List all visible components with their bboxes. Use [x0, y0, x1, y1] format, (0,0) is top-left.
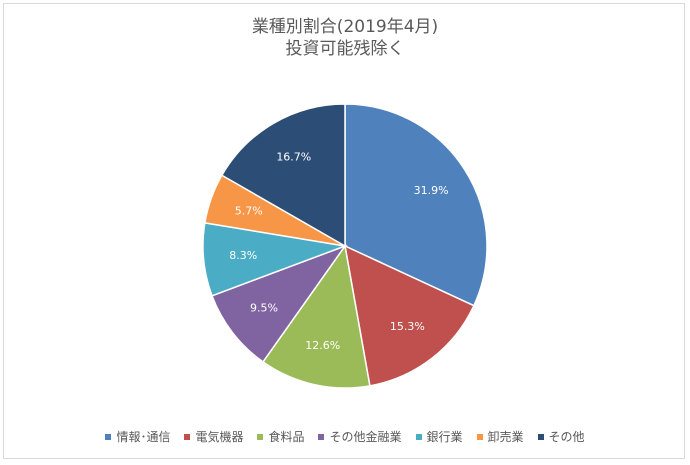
legend-item: 情報･通信 [105, 428, 170, 445]
chart-legend: 情報･通信 電気機器 食料品 その他金融業 銀行業 卸売業 その他 [0, 428, 690, 445]
legend-swatch [415, 433, 422, 440]
pie-slice [344, 103, 488, 307]
slice-data-label: 9.5% [250, 301, 278, 314]
chart-title: 業種別割合(2019年4月) [251, 17, 439, 37]
slice-data-label: 31.9% [414, 184, 449, 197]
chart-title-block: 業種別割合(2019年4月) 投資可能残除く [4, 16, 686, 60]
legend-item: 食料品 [257, 428, 304, 445]
slice-data-label: 16.7% [276, 151, 311, 164]
legend-item: 銀行業 [415, 428, 463, 445]
legend-label: 情報･通信 [116, 430, 171, 444]
pie-slice [220, 103, 346, 248]
legend-item: 卸売業 [476, 428, 524, 445]
legend-label: 銀行業 [426, 430, 463, 444]
legend-label: 卸売業 [487, 430, 524, 444]
legend-swatch [257, 433, 264, 440]
legend-label: 食料品 [268, 430, 305, 444]
pie-slices [202, 103, 488, 389]
legend-swatch [318, 433, 325, 440]
chart-subtitle: 投資可能残除く [285, 39, 405, 59]
pie-slice [344, 244, 475, 387]
legend-label: 電気機器 [195, 430, 244, 444]
pie-slice [211, 244, 348, 363]
legend-item: その他金融業 [318, 428, 402, 445]
legend-label: その他金融業 [329, 430, 402, 444]
pie-slice [261, 244, 371, 389]
legend-swatch [476, 433, 483, 440]
legend-item: その他 [537, 428, 585, 445]
legend-label: その他 [548, 430, 585, 444]
legend-swatch [105, 433, 112, 440]
legend-swatch [537, 433, 544, 440]
slice-data-label: 15.3% [390, 320, 425, 333]
legend-item: 電気機器 [184, 428, 243, 445]
slice-data-label: 8.3% [229, 249, 257, 262]
slice-data-label: 12.6% [305, 339, 340, 352]
slice-data-label: 5.7% [235, 205, 263, 218]
pie-data-labels: 31.9% 15.3% 12.6% 9.5% 8.3% 5.7% 16.7% [229, 151, 448, 352]
legend-swatch [184, 433, 191, 440]
